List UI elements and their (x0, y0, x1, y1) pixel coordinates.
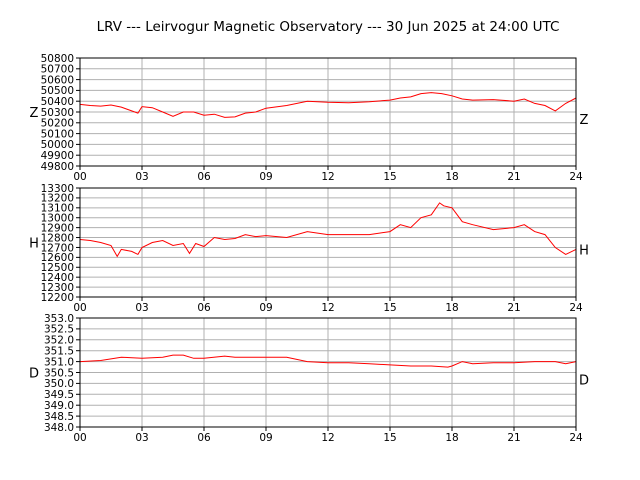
x-tick-label: 12 (321, 302, 334, 314)
x-tick-label: 21 (507, 302, 520, 314)
plot-frame (79, 317, 577, 428)
x-tick-label: 03 (135, 171, 148, 183)
y-tick-label: 353.0 (44, 313, 74, 325)
x-tick-label: 24 (569, 171, 583, 183)
x-tick-label: 21 (507, 432, 520, 444)
y-tick-label: 348.0 (44, 422, 74, 434)
chart-title: LRV --- Leirvogur Magnetic Observatory -… (96, 19, 560, 35)
y-tick-label: 349.0 (44, 400, 74, 412)
y-tick-label: 49800 (41, 161, 74, 173)
x-tick-label: 15 (383, 171, 396, 183)
y-tick-label: 351.0 (44, 356, 74, 368)
y-tick-label: 12800 (41, 232, 74, 244)
x-tick-label: 09 (259, 171, 272, 183)
y-tick-label: 50100 (41, 128, 74, 140)
y-tick-label: 12700 (41, 242, 74, 254)
x-tick-label: 15 (383, 302, 396, 314)
x-tick-label: 06 (197, 432, 211, 444)
y-tick-label: 12900 (41, 222, 74, 234)
x-tick-label: 21 (507, 171, 520, 183)
y-tick-label: 50300 (41, 107, 74, 119)
x-tick-label: 18 (445, 302, 458, 314)
y-tick-label: 50700 (41, 64, 74, 76)
plot-frame (79, 187, 577, 298)
x-tick-label: 00 (73, 432, 86, 444)
y-tick-label: 49900 (41, 150, 74, 162)
y-tick-label: 352.0 (44, 335, 74, 347)
panel-z: 4980049900500005010050200503005040050500… (30, 53, 589, 183)
y-tick-label: 50400 (41, 96, 74, 108)
component-label-left: H (29, 237, 39, 252)
x-tick-label: 00 (73, 171, 86, 183)
x-tick-label: 18 (445, 432, 458, 444)
x-tick-label: 24 (569, 432, 583, 444)
component-label-right: D (579, 374, 589, 389)
y-tick-label: 50500 (41, 85, 74, 97)
panel-h: 1220012300124001250012600127001280012900… (29, 183, 589, 314)
y-tick-label: 13000 (41, 213, 74, 225)
series-line-d (79, 354, 577, 368)
x-tick-label: 09 (259, 302, 272, 314)
y-tick-label: 12300 (41, 282, 74, 294)
plot-frame (79, 57, 577, 167)
y-tick-label: 350.5 (44, 367, 74, 379)
x-tick-label: 15 (383, 432, 396, 444)
y-tick-label: 348.5 (44, 411, 74, 423)
y-tick-label: 12600 (41, 252, 74, 264)
y-tick-label: 13200 (41, 193, 74, 205)
x-tick-label: 18 (445, 171, 458, 183)
y-tick-label: 12400 (41, 272, 74, 284)
x-tick-label: 00 (73, 302, 86, 314)
x-tick-label: 03 (135, 432, 148, 444)
x-tick-label: 06 (197, 302, 211, 314)
y-tick-label: 13300 (41, 183, 74, 195)
y-tick-label: 349.5 (44, 389, 74, 401)
x-tick-label: 24 (569, 302, 583, 314)
y-tick-label: 13100 (41, 203, 74, 215)
x-tick-label: 12 (321, 432, 334, 444)
y-tick-label: 50600 (41, 74, 74, 86)
y-tick-label: 50800 (41, 53, 74, 65)
component-label-left: D (29, 367, 39, 382)
x-tick-label: 09 (259, 432, 272, 444)
series-line-z (79, 92, 577, 118)
x-tick-label: 06 (197, 171, 211, 183)
component-label-left: Z (30, 106, 39, 121)
y-tick-label: 50000 (41, 139, 74, 151)
y-tick-label: 352.5 (44, 324, 74, 336)
y-tick-label: 12200 (41, 292, 74, 304)
x-tick-label: 03 (135, 302, 148, 314)
panel-d: 348.0348.5349.0349.5350.0350.5351.0351.5… (29, 313, 589, 444)
y-tick-label: 12500 (41, 262, 74, 274)
y-tick-label: 50200 (41, 118, 74, 130)
component-label-right: Z (580, 113, 589, 128)
y-tick-label: 350.0 (44, 378, 74, 390)
y-tick-label: 351.5 (44, 346, 74, 358)
component-label-right: H (579, 244, 589, 259)
series-line-h (79, 202, 577, 258)
x-tick-label: 12 (321, 171, 334, 183)
